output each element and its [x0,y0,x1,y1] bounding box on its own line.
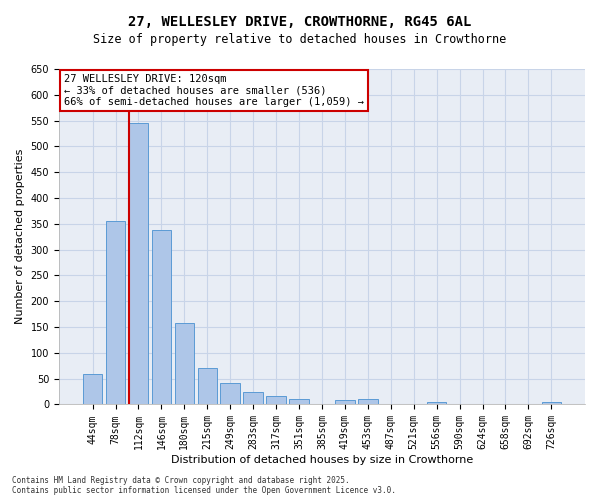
Bar [266,396,286,404]
Bar [106,222,125,404]
Bar [289,400,309,404]
Text: 27, WELLESLEY DRIVE, CROWTHORNE, RG45 6AL: 27, WELLESLEY DRIVE, CROWTHORNE, RG45 6A… [128,15,472,29]
Bar [175,323,194,404]
X-axis label: Distribution of detached houses by size in Crowthorne: Distribution of detached houses by size … [171,455,473,465]
Text: Size of property relative to detached houses in Crowthorne: Size of property relative to detached ho… [94,32,506,46]
Y-axis label: Number of detached properties: Number of detached properties [15,149,25,324]
Bar [244,392,263,404]
Bar [220,383,240,404]
Bar [197,368,217,404]
Bar [542,402,561,404]
Bar [335,400,355,404]
Bar [358,400,377,404]
Bar [83,374,103,404]
Bar [128,123,148,404]
Text: 27 WELLESLEY DRIVE: 120sqm
← 33% of detached houses are smaller (536)
66% of sem: 27 WELLESLEY DRIVE: 120sqm ← 33% of deta… [64,74,364,107]
Bar [152,230,171,404]
Bar [427,402,446,404]
Text: Contains HM Land Registry data © Crown copyright and database right 2025.
Contai: Contains HM Land Registry data © Crown c… [12,476,396,495]
